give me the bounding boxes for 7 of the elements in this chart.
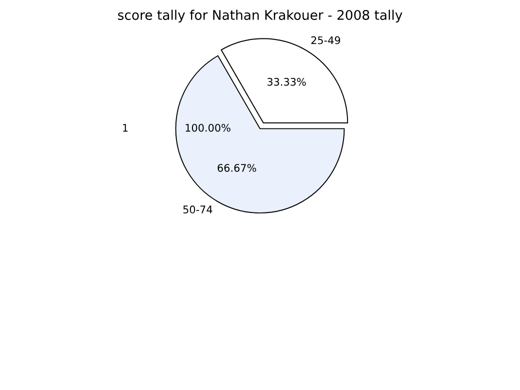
slice-label: 25-49 [311, 36, 340, 44]
text: 1 [123, 124, 128, 132]
slice-label: 50-74 [183, 206, 212, 214]
data-label: 33.33% [267, 78, 306, 86]
text: 100.00% [186, 124, 230, 132]
chart-title: score tally for Nathan Krakouer - 2008 tally [118, 10, 402, 23]
data-label: 66.67% [218, 164, 256, 172]
